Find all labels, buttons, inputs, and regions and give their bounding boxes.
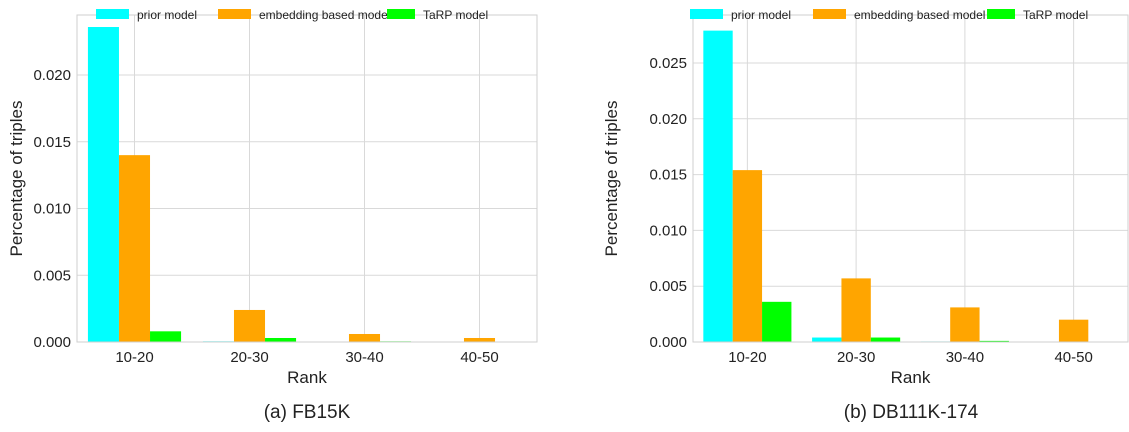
- x-tick-label: 20-30: [230, 349, 268, 366]
- bar-tarp-model-10-20: [150, 331, 182, 342]
- chart-fb15k: 0.000 0.005 0.010 0.015 0.020 10-20 20-30 30-40…: [7, 8, 538, 423]
- bar-embedding-based-model-20-30: [233, 309, 266, 342]
- bar-prior-model-10-20: [87, 27, 119, 343]
- y-tick-label: 0.025: [649, 55, 687, 72]
- legend-swatch: [690, 9, 723, 19]
- plot-frame: [692, 14, 1129, 343]
- y-tick-label: 0.000: [649, 334, 687, 351]
- y-axis-label: Percentage of triples: [602, 101, 621, 257]
- y-tick-label: 0.020: [33, 67, 71, 84]
- bar-embedding-based-model-20-30: [841, 278, 871, 342]
- bar-tarp-model-20-30: [265, 337, 297, 342]
- y-axis-label: Percentage of triples: [7, 101, 26, 257]
- chart-caption: (b) DB111K-174: [844, 402, 979, 423]
- y-tick-label: 0.010: [649, 222, 687, 239]
- bar-embedding-based-model-40-50: [463, 337, 496, 342]
- x-tick-label: 30-40: [345, 349, 383, 366]
- legend-swatch: [387, 9, 415, 19]
- x-axis-label: Rank: [891, 368, 931, 387]
- bar-embedding-based-model-10-20: [732, 170, 763, 342]
- legend-label: TaRP model: [1023, 8, 1088, 22]
- chart-db111k: 0.000 0.005 0.010 0.015 0.020 0.025 10-20 20-30…: [602, 8, 1129, 423]
- y-tick-label: 0.005: [649, 278, 687, 295]
- bar-embedding-based-model-40-50: [1058, 319, 1089, 342]
- x-tick-label: 10-20: [728, 349, 766, 366]
- bar-embedding-based-model-30-40: [348, 333, 381, 342]
- y-tick-label: 0.005: [33, 267, 71, 284]
- legend-swatch: [987, 9, 1015, 19]
- legend-label: embedding based model: [854, 8, 985, 22]
- chart-caption: (a) FB15K: [264, 402, 351, 423]
- bar-embedding-based-model-30-40: [950, 307, 980, 342]
- y-tick-label: 0.015: [33, 134, 71, 151]
- y-tick-label: 0.015: [649, 167, 687, 184]
- y-tick-label: 0.010: [33, 201, 71, 218]
- legend-label: prior model: [731, 8, 791, 22]
- legend-swatch: [813, 9, 846, 19]
- legend-swatch: [218, 9, 251, 19]
- legend-label: TaRP model: [423, 8, 488, 22]
- bar-tarp-model-20-30: [870, 337, 901, 342]
- x-tick-label: 10-20: [115, 349, 153, 366]
- plot-frame: [76, 14, 538, 343]
- bar-prior-model-10-20: [703, 30, 733, 342]
- bar-tarp-model-30-40: [979, 340, 1009, 342]
- legend-label: prior model: [137, 8, 197, 22]
- bar-embedding-based-model-10-20: [118, 155, 151, 342]
- legend-swatch: [96, 9, 129, 19]
- x-tick-label: 30-40: [946, 349, 984, 366]
- x-axis-label: Rank: [287, 368, 327, 387]
- x-tick-label: 20-30: [837, 349, 875, 366]
- x-tick-label: 40-50: [1054, 349, 1092, 366]
- bar-tarp-model-10-20: [762, 301, 792, 342]
- y-tick-label: 0.020: [649, 111, 687, 128]
- bar-prior-model-20-30: [812, 337, 842, 342]
- legend-label: embedding based model: [259, 8, 390, 22]
- x-tick-label: 40-50: [460, 349, 498, 366]
- y-tick-label: 0.000: [33, 334, 71, 351]
